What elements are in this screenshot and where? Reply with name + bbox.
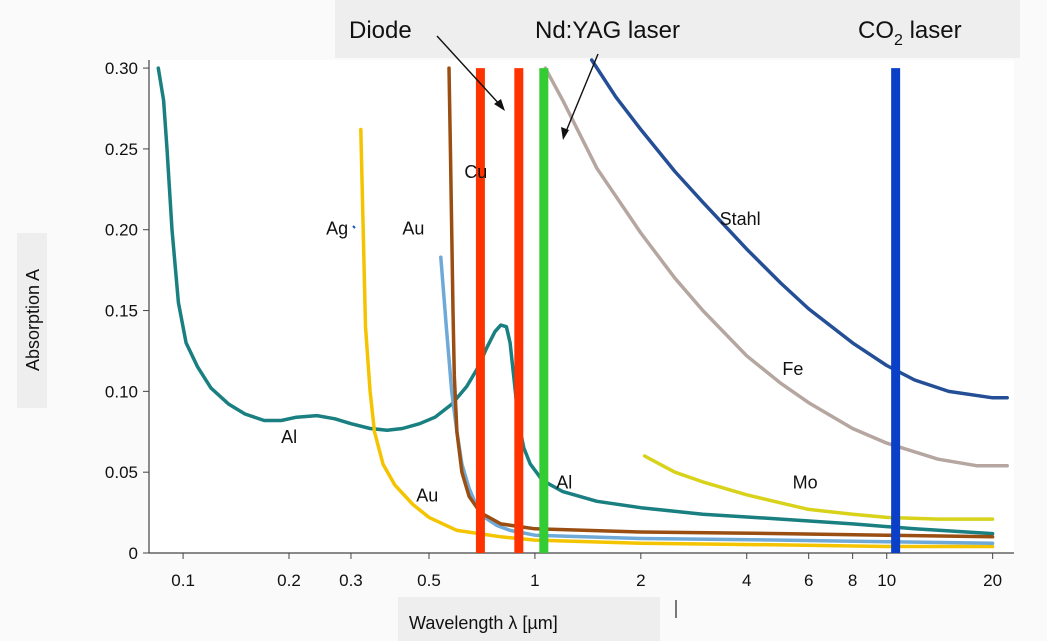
y-tick-label-0: 0 [129, 544, 138, 563]
x-tick-label-8: 8 [848, 571, 857, 590]
x-tick-label-0: 0.1 [171, 571, 195, 590]
laser-annotations: Diode Nd:YAG laser CO2 laser [349, 17, 962, 140]
curve-cu [447, 66, 995, 539]
y-tick-label-3: 0.15 [105, 302, 138, 321]
curve-ag [359, 127, 995, 549]
diode-arrow [436, 35, 502, 107]
x-tick-label-9: 10 [877, 571, 896, 590]
curve-label-fe-7: Fe [782, 359, 803, 379]
y-tick-label-1: 0.05 [105, 463, 138, 482]
curve-fe [543, 66, 1009, 468]
plot-area [149, 60, 1014, 553]
y-tick-label-2: 0.10 [105, 382, 138, 401]
curve-stahl [589, 58, 1009, 400]
x-tick-label-4: 1 [530, 571, 539, 590]
y-tick-label-6: 0.30 [105, 59, 138, 78]
axes [148, 60, 1014, 554]
ndyag-arrowhead [561, 127, 569, 140]
curve-label-au-4: Au [416, 485, 438, 505]
curve-al [156, 66, 995, 536]
curve-label-stahl-6: Stahl [720, 209, 761, 229]
x-tick-label-10: 20 [983, 571, 1002, 590]
x-axis-title: Wavelength λ [µm] [409, 613, 558, 633]
curve-labels: Al Al Ag Au Au Cu Stahl Fe Mo [281, 162, 817, 505]
y-axis-title: Absorption A [23, 269, 43, 371]
y-tick-label-4: 0.20 [105, 221, 138, 240]
curve-label-ag-2: Ag [326, 219, 348, 239]
co2-laser-text: laser [903, 17, 962, 44]
stray-blue-mark [352, 225, 356, 229]
axis-ticks: 0.1 0.2 0.3 0.5 1 2 4 6 8 10 20 0 0.05 0.10 0.15 0.20 0.… [105, 59, 1002, 590]
x-tick-label-1: 0.2 [277, 571, 301, 590]
curve-label-al-0: Al [281, 427, 297, 447]
x-tick-label-5: 2 [636, 571, 645, 590]
ndyag-arrow [564, 53, 599, 135]
curve-label-au-3: Au [402, 219, 424, 239]
curve-label-al-1: Al [556, 472, 572, 492]
laser-label-co2: CO2 laser [858, 17, 962, 49]
laser-lines [475, 68, 901, 553]
x-tick-label-7: 6 [804, 571, 813, 590]
diode-arrowhead [494, 99, 505, 111]
curve-label-cu-5: Cu [464, 162, 487, 182]
x-tick-label-6: 4 [742, 571, 751, 590]
x-tick-label-2: 0.3 [339, 571, 363, 590]
y-tick-label-5: 0.25 [105, 140, 138, 159]
co2-text: CO [858, 17, 894, 44]
y-axis-title-band [17, 233, 47, 408]
laser-label-ndyag: Nd:YAG laser [535, 17, 680, 44]
laser-label-diode: Diode [349, 17, 412, 44]
curve-mo [642, 454, 995, 521]
curve-label-mo-8: Mo [793, 472, 818, 492]
x-axis-title-band [398, 597, 660, 641]
x-tick-label-3: 0.5 [417, 571, 441, 590]
co2-subscript: 2 [894, 32, 903, 49]
